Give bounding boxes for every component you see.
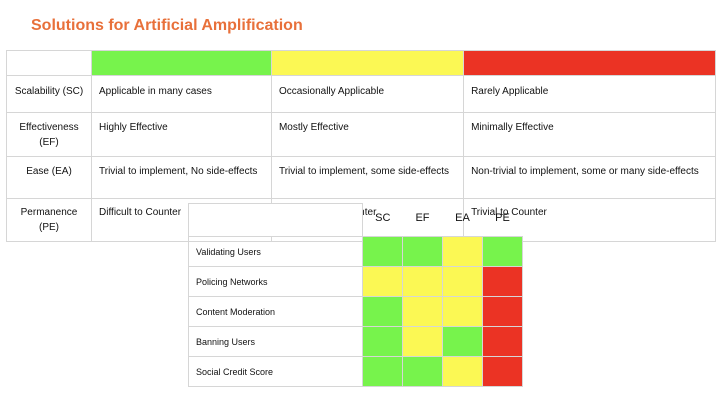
legend-row-header: Scalability (SC) bbox=[6, 75, 92, 113]
solution-scores-table: SC EF EA PE Validating Users Policing Ne… bbox=[188, 203, 523, 387]
scores-header-row: SC EF EA PE bbox=[188, 203, 523, 237]
rating-cell bbox=[442, 326, 483, 357]
rating-cell bbox=[362, 326, 403, 357]
legend-swatch-high bbox=[91, 50, 272, 76]
legend-swatch-low bbox=[463, 50, 716, 76]
column-header-ef: EF bbox=[415, 211, 430, 224]
column-header-sc: SC bbox=[375, 211, 391, 224]
solution-label: Policing Networks bbox=[188, 266, 363, 297]
legend-high-text: Applicable in many cases bbox=[91, 75, 272, 113]
legend-row-header: Effectiveness (EF) bbox=[6, 112, 92, 157]
rating-cell bbox=[402, 296, 443, 327]
rating-cell bbox=[442, 296, 483, 327]
solution-label: Social Credit Score bbox=[188, 356, 363, 387]
rating-cell bbox=[442, 236, 483, 267]
rating-cell bbox=[402, 236, 443, 267]
rating-cell bbox=[442, 356, 483, 387]
scores-corner-cell bbox=[188, 203, 363, 237]
rating-cell bbox=[402, 266, 443, 297]
legend-row-scalability: Scalability (SC) Applicable in many case… bbox=[6, 75, 716, 113]
legend-medium-text: Occasionally Applicable bbox=[270, 75, 465, 113]
rating-cell bbox=[362, 266, 403, 297]
legend-low-text: Minimally Effective bbox=[463, 112, 716, 157]
rating-cell bbox=[362, 356, 403, 387]
rating-cell bbox=[482, 296, 523, 327]
legend-high-text: Highly Effective bbox=[91, 112, 272, 157]
slide-title: Solutions for Artificial Amplification bbox=[31, 17, 303, 34]
legend-medium-text: Mostly Effective bbox=[270, 112, 465, 157]
legend-swatch-medium bbox=[270, 50, 465, 76]
legend-row-header: Ease (EA) bbox=[6, 156, 92, 199]
legend-corner-cell bbox=[6, 50, 92, 76]
rating-cell bbox=[482, 356, 523, 387]
solution-label: Banning Users bbox=[188, 326, 363, 357]
score-row-policing-networks: Policing Networks bbox=[188, 266, 523, 297]
rating-cell bbox=[402, 326, 443, 357]
legend-row-ease: Ease (EA) Trivial to implement, No side-… bbox=[6, 156, 716, 199]
rating-cell bbox=[402, 356, 443, 387]
score-row-social-credit-score: Social Credit Score bbox=[188, 356, 523, 387]
criteria-legend-table: Scalability (SC) Applicable in many case… bbox=[6, 50, 716, 242]
rating-cell bbox=[442, 266, 483, 297]
score-row-banning-users: Banning Users bbox=[188, 326, 523, 357]
legend-row-effectiveness: Effectiveness (EF) Highly Effective Most… bbox=[6, 112, 716, 157]
legend-low-text: Non-trivial to implement, some or many s… bbox=[463, 156, 716, 199]
legend-low-text: Trivial to Counter bbox=[463, 198, 716, 242]
rating-cell bbox=[482, 326, 523, 357]
rating-cell bbox=[482, 236, 523, 267]
legend-high-text: Trivial to implement, No side-effects bbox=[91, 156, 272, 199]
column-header-ea: EA bbox=[455, 211, 470, 224]
legend-low-text: Rarely Applicable bbox=[463, 75, 716, 113]
rating-cell bbox=[362, 296, 403, 327]
legend-medium-text: Trivial to implement, some side-effects bbox=[270, 156, 465, 199]
legend-row-header: Permanence (PE) bbox=[6, 198, 92, 242]
solution-label: Validating Users bbox=[188, 236, 363, 267]
rating-cell bbox=[362, 236, 403, 267]
column-header-pe: PE bbox=[495, 211, 510, 224]
legend-swatch-row bbox=[6, 50, 716, 76]
score-row-validating-users: Validating Users bbox=[188, 236, 523, 267]
rating-cell bbox=[482, 266, 523, 297]
score-row-content-moderation: Content Moderation bbox=[188, 296, 523, 327]
solution-label: Content Moderation bbox=[188, 296, 363, 327]
